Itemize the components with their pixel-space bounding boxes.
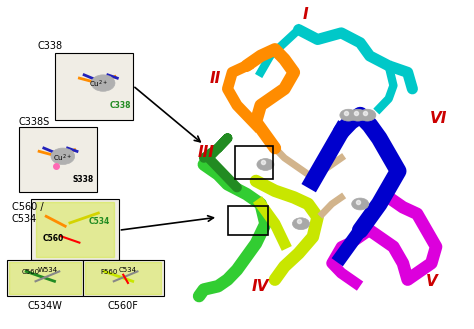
Bar: [235, 146, 273, 179]
Text: W534: W534: [37, 267, 57, 273]
Text: II: II: [210, 71, 221, 87]
Circle shape: [257, 159, 274, 170]
Text: C560: C560: [22, 269, 40, 275]
Text: C534: C534: [89, 217, 110, 226]
FancyBboxPatch shape: [31, 199, 118, 260]
Text: C560: C560: [43, 234, 64, 243]
Text: C338S: C338S: [19, 117, 50, 127]
Circle shape: [91, 75, 115, 91]
Circle shape: [51, 148, 75, 164]
Text: C560 /
C534: C560 / C534: [12, 202, 44, 224]
Text: F560: F560: [100, 269, 118, 275]
Circle shape: [359, 109, 376, 121]
FancyBboxPatch shape: [7, 260, 83, 296]
Text: III: III: [198, 145, 215, 161]
Text: C338: C338: [110, 101, 132, 110]
Text: Cu$^{2+}$: Cu$^{2+}$: [53, 152, 73, 164]
Text: V: V: [426, 274, 437, 289]
Text: C560F: C560F: [108, 301, 139, 311]
Text: Cu$^{2+}$: Cu$^{2+}$: [89, 79, 108, 90]
Text: IV: IV: [252, 279, 269, 294]
FancyBboxPatch shape: [19, 127, 97, 192]
Text: S338: S338: [73, 175, 93, 184]
Circle shape: [340, 109, 357, 121]
Bar: [228, 206, 268, 235]
Text: C534W: C534W: [27, 301, 63, 311]
Circle shape: [349, 109, 366, 121]
Circle shape: [352, 198, 369, 210]
FancyBboxPatch shape: [83, 260, 164, 296]
FancyBboxPatch shape: [55, 53, 133, 120]
Circle shape: [292, 218, 310, 230]
Text: VI: VI: [430, 111, 447, 126]
Text: C338: C338: [37, 41, 63, 51]
Text: C534: C534: [119, 267, 137, 273]
Text: I: I: [303, 7, 309, 22]
